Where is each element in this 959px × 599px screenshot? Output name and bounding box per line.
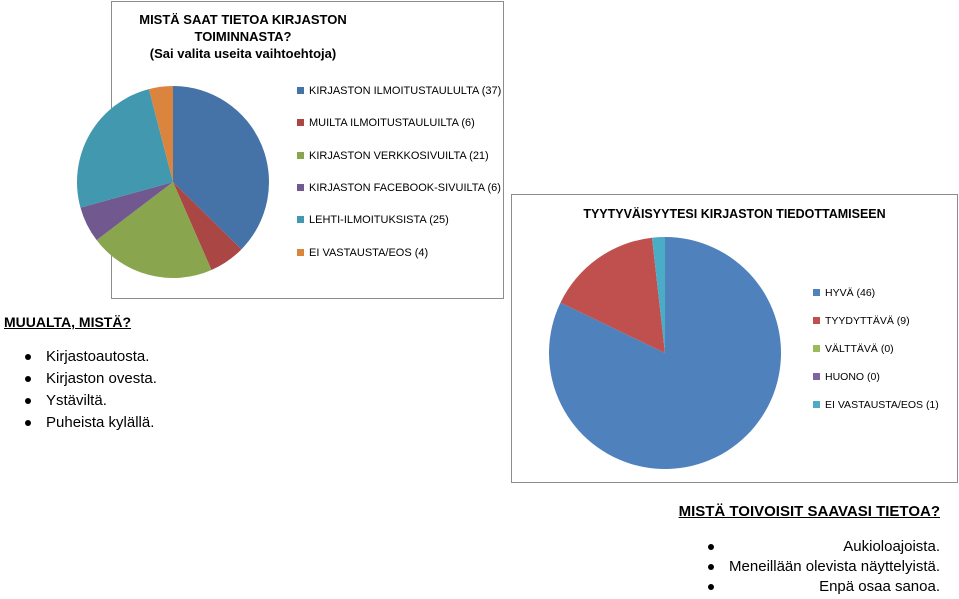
legend-label: VÄLTTÄVÄ (0) xyxy=(825,343,894,355)
list-item: Kirjaston ovesta. xyxy=(25,368,157,390)
legend-swatch xyxy=(813,373,820,380)
list-item-text: Enpä osaa sanoa. xyxy=(819,578,940,595)
satisfaction-pie-chart: TYYTYVÄISYYTESI KIRJASTON TIEDOTTAMISEEN… xyxy=(511,194,958,483)
list-item-text: Meneillään olevista näyttelyistä. xyxy=(729,558,940,575)
list-item-text: Kirjaston ovesta. xyxy=(46,370,157,387)
legend-swatch xyxy=(813,289,820,296)
bullet-icon xyxy=(708,544,715,550)
bullet-icon xyxy=(708,564,715,570)
legend-swatch xyxy=(297,183,304,191)
list-item: Aukioloajoista. xyxy=(708,537,940,557)
pie-slice-3 xyxy=(80,182,173,241)
legend-label: HYVÄ (46) xyxy=(825,287,876,299)
chart-title: TYYTYVÄISYYTESI KIRJASTON TIEDOTTAMISEEN xyxy=(583,207,886,221)
list-item: Kirjastoautosta. xyxy=(25,346,157,368)
legend-label: KIRJASTON ILMOITUSTAULULTA (37) xyxy=(309,85,502,97)
list-item: Ystäviltä. xyxy=(25,390,157,412)
legend-label: MUILTA ILMOITUSTAULUILTA (6) xyxy=(309,117,475,130)
legend-label: KIRJASTON VERKKOSIVUILTA (21) xyxy=(309,149,489,162)
list-item-text: Aukioloajoista. xyxy=(843,538,940,555)
pie-slice-1 xyxy=(173,182,242,270)
legend-swatch xyxy=(297,248,304,256)
legend-swatch xyxy=(297,87,304,94)
bullet-icon xyxy=(25,398,31,404)
legend-swatch xyxy=(297,119,304,127)
pie-slice-0 xyxy=(549,237,782,470)
pie-plot xyxy=(549,237,782,470)
chart-title: MISTÄ SAAT TIETOA KIRJASTON TOIMINNASTA?… xyxy=(112,11,374,62)
legend-label: EI VASTAUSTA/EOS (1) xyxy=(825,399,939,411)
legend-label: HUONO (0) xyxy=(825,371,880,383)
legend-swatch xyxy=(813,401,820,408)
muualta-heading: MUUALTA, MISTÄ? xyxy=(4,314,132,330)
chart-title-main: MISTÄ SAAT TIETOA KIRJASTON TOIMINNASTA? xyxy=(139,12,347,44)
bullet-icon xyxy=(708,584,715,590)
legend-label: KIRJASTON FACEBOOK-SIVUILTA (6) xyxy=(309,181,501,194)
pie-slice-0 xyxy=(173,86,269,250)
legend-swatch xyxy=(297,151,304,159)
toivoisit-list: Aukioloajoista. Meneillään olevista näytt… xyxy=(708,537,940,597)
muualta-list: Kirjastoautosta. Kirjaston ovesta. Ystävil… xyxy=(25,346,157,434)
list-item-text: Kirjastoautosta. xyxy=(46,348,150,365)
pie-plot xyxy=(77,86,269,279)
pie-slice-5 xyxy=(148,86,173,182)
pie-slice-1 xyxy=(560,237,665,353)
pie-slice-4 xyxy=(77,89,173,208)
pie-slice-4 xyxy=(652,237,665,353)
bullet-icon xyxy=(25,354,31,360)
legend-label: LEHTI-ILMOITUKSISTA (25) xyxy=(309,214,449,227)
list-item-text: Puheista kylällä. xyxy=(46,414,155,431)
bullet-icon xyxy=(25,420,31,426)
legend-swatch xyxy=(297,216,304,224)
pie-slice-2 xyxy=(96,182,212,279)
legend-label: TYYDYTTÄVÄ (9) xyxy=(825,315,910,327)
bullet-icon xyxy=(25,376,31,382)
legend-label: EI VASTAUSTA/EOS (4) xyxy=(309,246,429,259)
list-item: Enpä osaa sanoa. xyxy=(708,577,940,597)
toivoisit-heading: MISTÄ TOIVOISIT SAAVASI TIETOA? xyxy=(678,503,940,520)
list-item: Meneillään olevista näyttelyistä. xyxy=(708,557,940,577)
chart-subtitle: (Sai valita useita vaihtoehtoja) xyxy=(149,46,337,61)
list-item: Puheista kylällä. xyxy=(25,412,157,434)
source-pie-chart: MISTÄ SAAT TIETOA KIRJASTON TOIMINNASTA?… xyxy=(77,1,504,299)
list-item-text: Ystäviltä. xyxy=(46,392,107,409)
legend-swatch xyxy=(813,345,820,352)
legend-swatch xyxy=(813,317,820,324)
